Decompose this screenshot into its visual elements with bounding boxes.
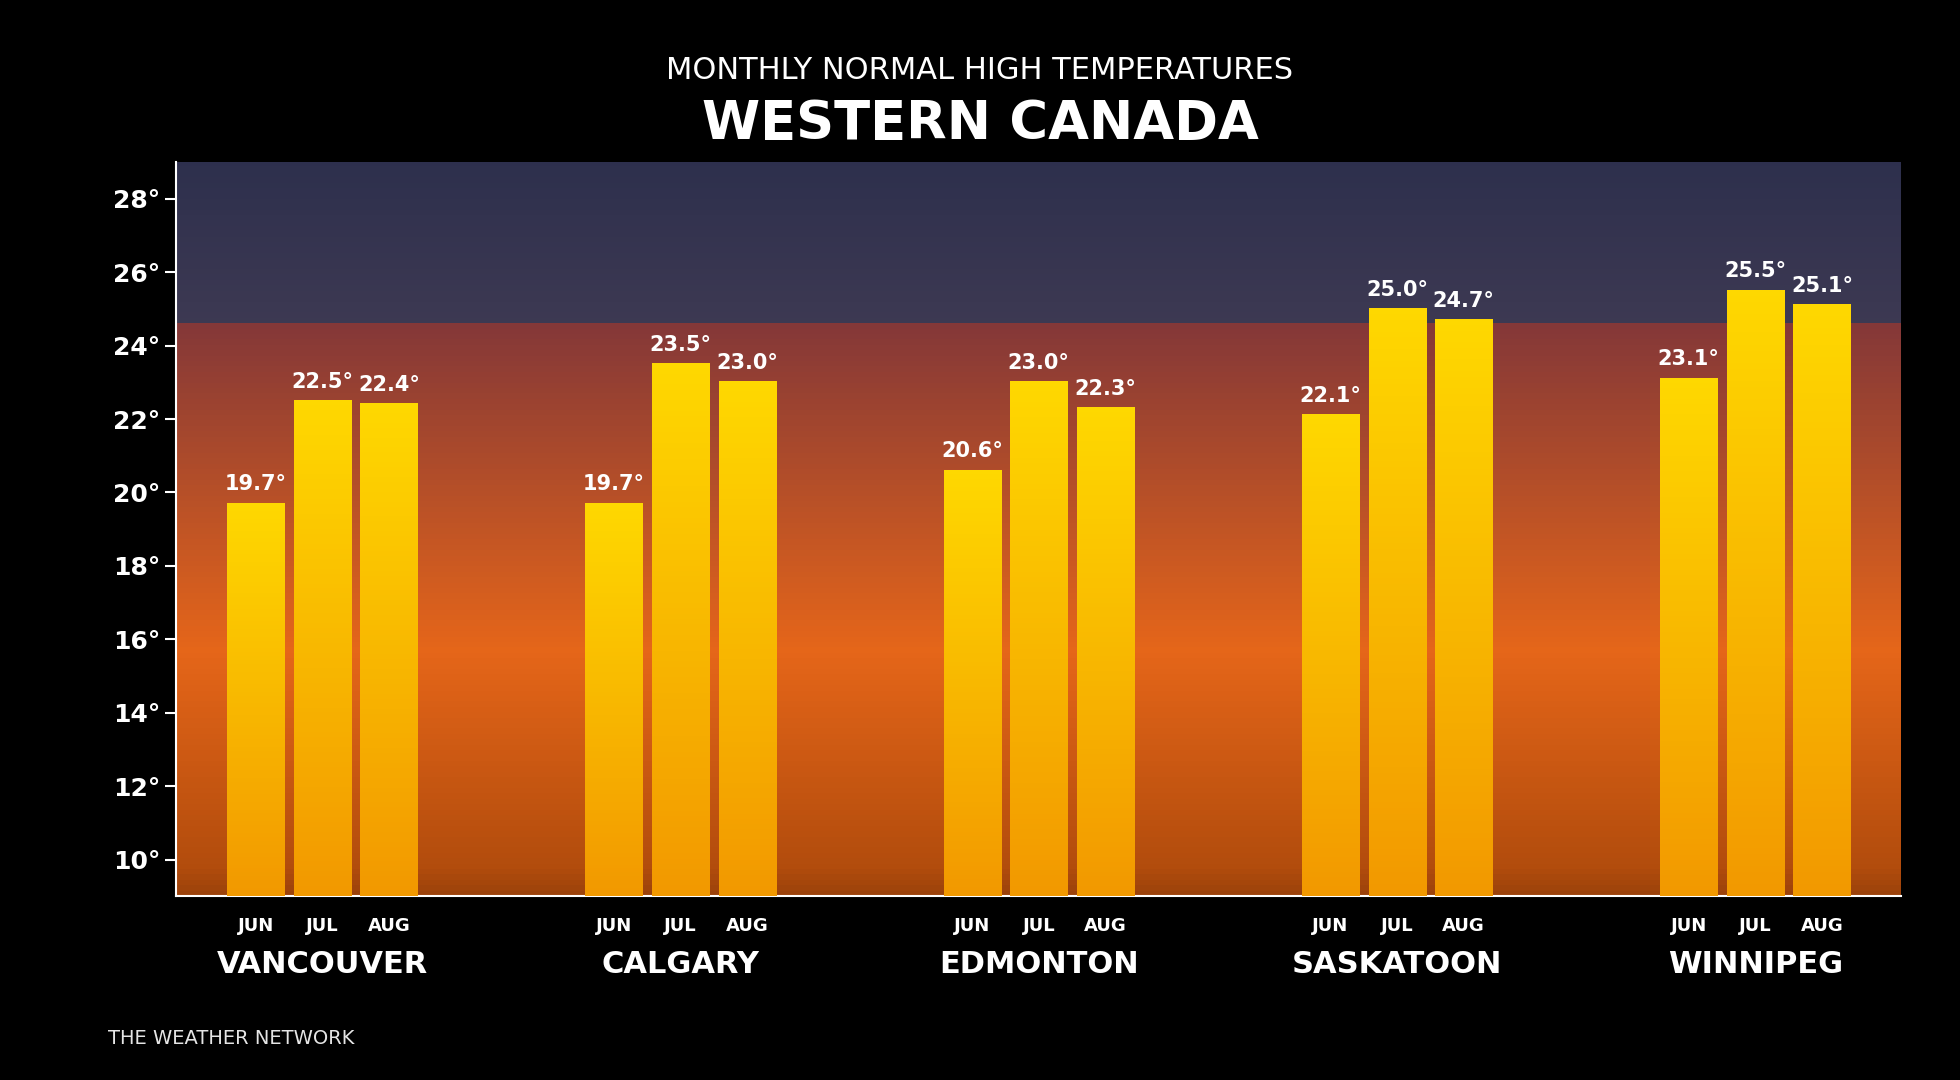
Text: SASKATOON: SASKATOON bbox=[1292, 949, 1501, 978]
Text: JUN: JUN bbox=[237, 917, 274, 934]
Text: EDMONTON: EDMONTON bbox=[939, 949, 1139, 978]
Text: 25.0°: 25.0° bbox=[1366, 280, 1429, 299]
Text: JUN: JUN bbox=[1313, 917, 1348, 934]
Text: MONTHLY NORMAL HIGH TEMPERATURES: MONTHLY NORMAL HIGH TEMPERATURES bbox=[666, 56, 1294, 84]
Text: JUN: JUN bbox=[955, 917, 990, 934]
Text: VANCOUVER: VANCOUVER bbox=[218, 949, 427, 978]
Text: CALGARY: CALGARY bbox=[602, 949, 759, 978]
Text: 22.4°: 22.4° bbox=[359, 375, 419, 395]
Text: JUL: JUL bbox=[306, 917, 339, 934]
Text: 22.5°: 22.5° bbox=[292, 372, 353, 391]
Text: AUG: AUG bbox=[725, 917, 768, 934]
Text: 25.1°: 25.1° bbox=[1791, 276, 1852, 296]
Text: WINNIPEG: WINNIPEG bbox=[1668, 949, 1842, 978]
Text: JUL: JUL bbox=[664, 917, 698, 934]
Text: THE WEATHER NETWORK: THE WEATHER NETWORK bbox=[108, 1028, 355, 1048]
Text: 23.0°: 23.0° bbox=[715, 353, 778, 373]
Text: JUL: JUL bbox=[1023, 917, 1054, 934]
Text: 20.6°: 20.6° bbox=[941, 442, 1004, 461]
Text: AUG: AUG bbox=[1801, 917, 1842, 934]
Text: AUG: AUG bbox=[367, 917, 410, 934]
Text: JUL: JUL bbox=[1380, 917, 1413, 934]
Text: 23.0°: 23.0° bbox=[1007, 353, 1070, 373]
Text: 25.5°: 25.5° bbox=[1725, 261, 1786, 281]
Text: 22.3°: 22.3° bbox=[1074, 379, 1137, 399]
Text: JUL: JUL bbox=[1739, 917, 1772, 934]
Text: JUN: JUN bbox=[1670, 917, 1707, 934]
Text: WESTERN CANADA: WESTERN CANADA bbox=[702, 98, 1258, 150]
Text: AUG: AUG bbox=[1084, 917, 1127, 934]
Text: JUN: JUN bbox=[596, 917, 631, 934]
Text: 23.1°: 23.1° bbox=[1658, 350, 1719, 369]
Text: AUG: AUG bbox=[1443, 917, 1486, 934]
Text: 24.7°: 24.7° bbox=[1433, 291, 1495, 311]
Text: 19.7°: 19.7° bbox=[582, 474, 645, 495]
Text: 22.1°: 22.1° bbox=[1299, 387, 1362, 406]
Text: 23.5°: 23.5° bbox=[649, 335, 711, 354]
Text: 19.7°: 19.7° bbox=[225, 474, 286, 495]
